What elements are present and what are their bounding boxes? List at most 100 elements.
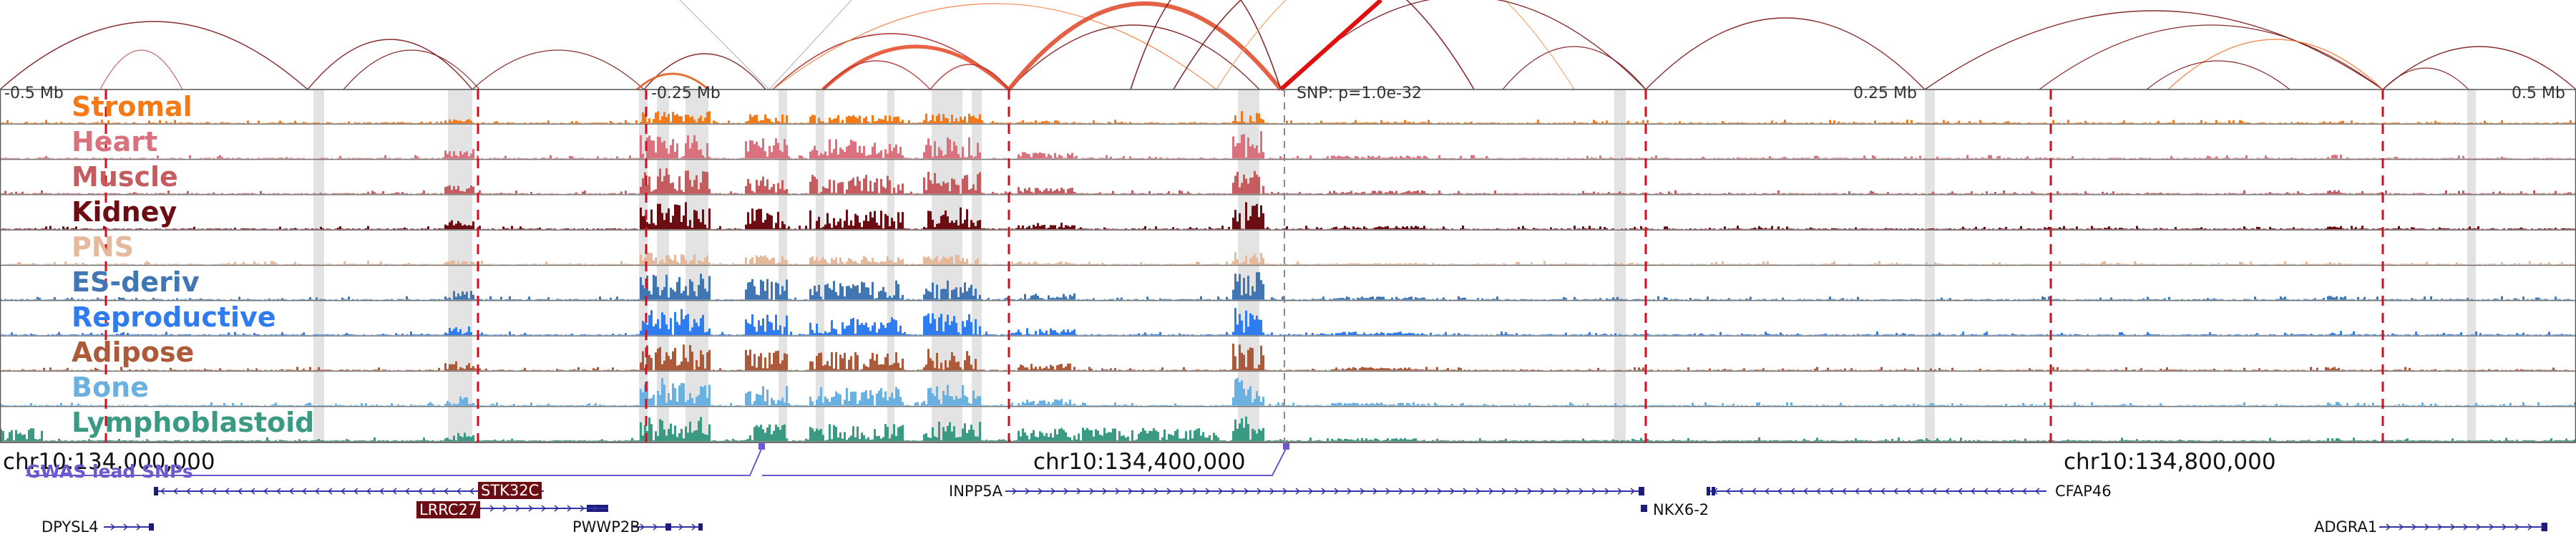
strand-arrow [2009, 488, 2014, 495]
strand-arrow [1996, 488, 2001, 495]
grey-band-13 [1925, 90, 1935, 442]
signal-track-muscle [0, 168, 2576, 195]
exon-pwwp2b-3 [698, 523, 703, 531]
strand-arrow [1166, 488, 1172, 495]
strand-arrow [237, 488, 243, 495]
strand-arrow [528, 505, 534, 512]
strand-arrow [1527, 488, 1533, 495]
loop-arc-5 [472, 49, 645, 90]
grey-band-8 [887, 90, 894, 442]
strand-arrow [1854, 488, 1860, 495]
strand-arrow [1038, 488, 1043, 495]
strand-arrow [353, 488, 358, 495]
strand-arrow [2399, 523, 2404, 531]
strand-arrow [301, 488, 307, 495]
strand-arrow [653, 523, 658, 531]
signal-track-pns [0, 252, 2576, 266]
strand-arrow [1488, 488, 1494, 495]
signal-track-kidney [0, 202, 2576, 231]
strand-arrow [580, 505, 585, 512]
strand-arrow [1321, 488, 1327, 495]
loop-arc-11 [930, 64, 1010, 90]
strand-arrow [1867, 488, 1873, 495]
loop-arc-6 [643, 53, 766, 90]
signal-track-lymphoblastoid [0, 416, 2576, 442]
exon-inpp5a-1 [1639, 487, 1644, 495]
strand-arrow [2386, 523, 2391, 531]
strand-arrow [185, 488, 191, 495]
strand-arrow [136, 523, 142, 531]
loop-arc-10 [822, 60, 931, 90]
loop-arc-21 [1924, 10, 2384, 90]
gene-dpysl4 [104, 523, 154, 531]
strand-arrow [1076, 488, 1082, 495]
strand-arrow [1218, 488, 1224, 495]
track-signal-area [0, 252, 2576, 265]
strand-arrow [430, 488, 436, 495]
strand-arrow [263, 488, 268, 495]
strand-arrow [1424, 488, 1430, 495]
loop-arc-3 [307, 39, 473, 90]
loop-arc-13 [1008, 24, 1260, 90]
strand-arrow [1725, 488, 1731, 495]
strand-arrow [275, 488, 281, 495]
strand-arrow [469, 488, 474, 495]
strand-arrow [1591, 488, 1597, 495]
tracks-frame [0, 89, 2576, 443]
strand-arrow [1295, 488, 1301, 495]
grey-band-10 [972, 90, 982, 442]
track-signal-area [0, 111, 2576, 124]
strand-arrow [1931, 488, 1937, 495]
strand-arrow [1411, 488, 1417, 495]
loop-arc-18 [1280, 0, 1646, 90]
grey-loop-2 [769, 0, 852, 90]
strand-arrow [541, 505, 547, 512]
strand-arrow [1257, 488, 1262, 495]
loop-arc-20 [1502, 46, 1646, 90]
strand-arrow [123, 523, 129, 531]
strand-arrow [1790, 488, 1795, 495]
gwas-snp-marker-2 [1283, 443, 1289, 450]
loop-arc-14 [1007, 1, 1283, 91]
strand-arrow [1192, 488, 1198, 495]
strand-arrow [1604, 488, 1610, 495]
strand-arrow [1802, 488, 1808, 495]
track-signal-area [0, 377, 2576, 406]
strand-arrow [1398, 488, 1404, 495]
strand-arrow [502, 505, 508, 512]
strand-arrow [1983, 488, 1989, 495]
strand-arrow [250, 488, 255, 495]
strand-arrow [1893, 488, 1898, 495]
loop-arc-26 [2382, 67, 2469, 90]
strand-arrow [1553, 488, 1558, 495]
loop-arc-2 [99, 49, 183, 90]
strand-arrow [1970, 488, 1976, 495]
exon-cfap46-2 [1712, 487, 1715, 495]
track-signal-area [0, 168, 2576, 194]
exon-stk32c-1 [154, 487, 158, 495]
loop-arc-15 [1130, 0, 1282, 90]
strand-arrow [1128, 488, 1133, 495]
strand-arrow [1205, 488, 1211, 495]
grey-band-14 [2467, 90, 2476, 442]
strand-arrow [1918, 488, 1924, 495]
exon-cfap46-1 [1707, 487, 1710, 495]
exon-pwwp2b-2 [665, 523, 671, 531]
strand-arrow [1815, 488, 1821, 495]
strand-arrow [2034, 488, 2040, 495]
loop-arc-4 [343, 49, 480, 90]
loop-arc-12 [772, 3, 1217, 90]
strand-arrow [211, 488, 217, 495]
loop-arc-19 [1645, 17, 1926, 90]
loop-arc-22 [2039, 24, 2384, 90]
strand-arrow [1475, 488, 1481, 495]
lead-snp-loop [1279, 0, 1382, 92]
strand-arrow [1566, 488, 1571, 495]
strand-arrow [2424, 523, 2430, 531]
strand-arrow [1450, 488, 1455, 495]
signal-track-adipose [0, 343, 2576, 372]
strand-arrow [678, 523, 684, 531]
loop-arc-16 [1173, 0, 1475, 90]
strand-arrow [1347, 488, 1352, 495]
